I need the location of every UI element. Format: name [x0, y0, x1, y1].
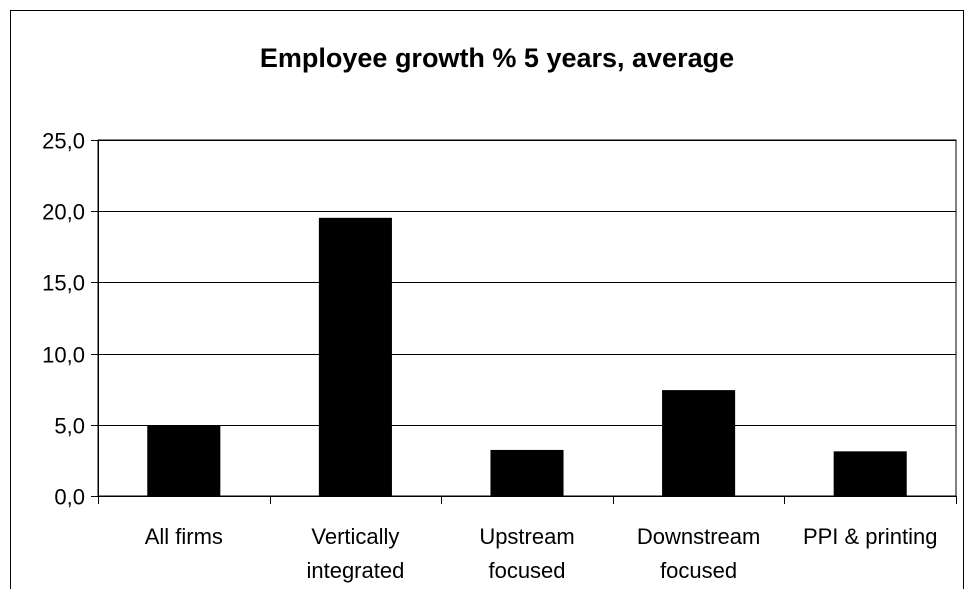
chart-border — [10, 10, 964, 591]
bar — [490, 449, 564, 497]
y-tick-labels: 0,0 5,0 10,0 15,0 20,0 25,0 — [42, 129, 85, 510]
x-tick-label-line: Vertically — [311, 524, 399, 549]
bars — [147, 217, 907, 497]
x-tick-label: All firms — [145, 524, 223, 549]
x-tick-label: Downstream focused — [637, 524, 760, 583]
x-tick-label: PPI & printing — [803, 524, 938, 549]
y-tick-label: 0,0 — [54, 485, 85, 510]
x-tick-label: Upstream focused — [479, 524, 574, 583]
x-tick-label-line: PPI & printing — [803, 524, 938, 549]
y-tick-label: 5,0 — [54, 414, 85, 439]
bar — [662, 390, 736, 497]
x-tick-label-line: focused — [660, 558, 737, 583]
x-tick-label-line: Upstream — [479, 524, 574, 549]
x-tick-label-line: Downstream — [637, 524, 760, 549]
x-tick-label-line: All firms — [145, 524, 223, 549]
x-tick-label-line: focused — [488, 558, 565, 583]
y-tick-label: 25,0 — [42, 129, 85, 154]
y-tick-label: 10,0 — [42, 343, 85, 368]
axes — [91, 140, 957, 504]
x-tick-labels: All firms Vertically integrated Upstream foc… — [145, 524, 938, 583]
y-tick-label: 20,0 — [42, 200, 85, 225]
x-tick-label-line: integrated — [306, 558, 404, 583]
bar — [318, 217, 392, 497]
bar — [833, 451, 907, 497]
x-tick-label: Vertically integrated — [306, 524, 404, 583]
chart-title: Employee growth % 5 years, average — [260, 43, 734, 73]
y-tick-label: 15,0 — [42, 271, 85, 296]
bar — [147, 425, 221, 497]
